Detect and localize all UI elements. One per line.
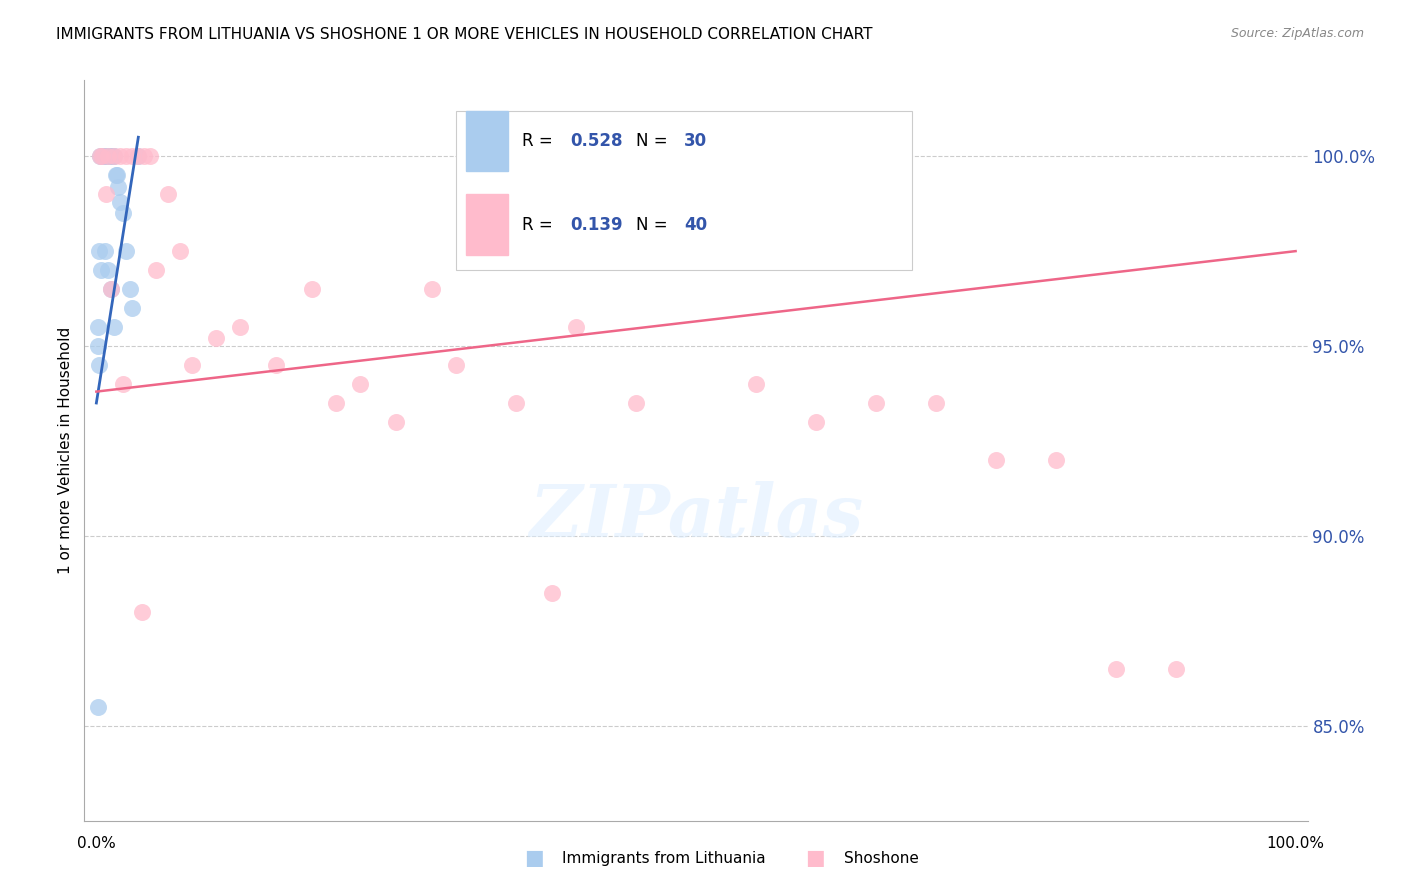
Point — [100, 149, 122, 163]
Point — [96, 149, 118, 163]
Point — [1105, 662, 1128, 676]
Point — [127, 149, 149, 163]
Text: 100.0%: 100.0% — [1267, 836, 1324, 851]
Point — [103, 320, 125, 334]
Text: ■: ■ — [524, 848, 544, 868]
Point — [111, 377, 134, 392]
Text: ■: ■ — [806, 848, 825, 868]
Point — [925, 396, 948, 410]
Point — [93, 149, 115, 163]
Point — [86, 699, 108, 714]
Point — [169, 244, 191, 259]
Text: IMMIGRANTS FROM LITHUANIA VS SHOSHONE 1 OR MORE VEHICLES IN HOUSEHOLD CORRELATIO: IMMIGRANTS FROM LITHUANIA VS SHOSHONE 1 … — [56, 27, 873, 42]
Point — [97, 149, 120, 163]
Text: Shoshone: Shoshone — [844, 851, 918, 865]
Point — [349, 377, 371, 392]
Point — [115, 149, 138, 163]
Point — [87, 244, 110, 259]
Point — [91, 149, 114, 163]
Text: Immigrants from Lithuania: Immigrants from Lithuania — [562, 851, 766, 865]
Point — [105, 168, 128, 182]
Text: 40: 40 — [683, 216, 707, 234]
Point — [89, 149, 111, 163]
Point — [101, 149, 124, 163]
Point — [444, 358, 467, 372]
Point — [103, 149, 125, 163]
Point — [505, 396, 527, 410]
Point — [101, 149, 124, 163]
Text: ZIPatlas: ZIPatlas — [529, 482, 863, 552]
Point — [984, 453, 1007, 467]
Point — [98, 149, 121, 163]
Text: R =: R = — [522, 216, 558, 234]
Point — [139, 149, 162, 163]
Point — [229, 320, 252, 334]
Point — [97, 263, 120, 277]
Point — [745, 377, 768, 392]
Text: 0.0%: 0.0% — [77, 836, 115, 851]
Bar — [465, 111, 508, 171]
Point — [134, 149, 156, 163]
Point — [94, 187, 117, 202]
Point — [94, 149, 117, 163]
Point — [107, 179, 129, 194]
Point — [104, 168, 127, 182]
Point — [86, 320, 108, 334]
Point — [325, 396, 347, 410]
Point — [541, 586, 564, 600]
Text: 30: 30 — [683, 132, 707, 150]
Point — [157, 187, 180, 202]
Point — [1164, 662, 1187, 676]
Point — [97, 149, 120, 163]
Text: 0.528: 0.528 — [569, 132, 623, 150]
Point — [110, 194, 132, 209]
Bar — [456, 111, 912, 270]
Point — [131, 605, 153, 619]
Text: N =: N = — [636, 132, 673, 150]
Point — [205, 331, 228, 345]
Point — [804, 415, 827, 429]
Point — [121, 301, 143, 315]
Point — [121, 149, 143, 163]
Point — [89, 149, 111, 163]
Y-axis label: 1 or more Vehicles in Household: 1 or more Vehicles in Household — [58, 326, 73, 574]
Point — [103, 149, 125, 163]
Point — [181, 358, 204, 372]
Point — [87, 358, 110, 372]
Text: R =: R = — [522, 132, 558, 150]
Point — [90, 263, 112, 277]
Point — [118, 282, 141, 296]
Point — [87, 339, 110, 353]
Text: 0.139: 0.139 — [569, 216, 623, 234]
Point — [91, 149, 114, 163]
Point — [301, 282, 323, 296]
Text: Source: ZipAtlas.com: Source: ZipAtlas.com — [1230, 27, 1364, 40]
Point — [111, 206, 134, 220]
Bar — [465, 194, 508, 255]
Point — [145, 263, 167, 277]
Point — [685, 130, 707, 145]
Point — [127, 149, 149, 163]
Point — [100, 282, 122, 296]
Point — [115, 244, 138, 259]
Point — [110, 149, 132, 163]
Point — [385, 415, 408, 429]
Point — [420, 282, 443, 296]
Point — [264, 358, 287, 372]
Point — [1045, 453, 1067, 467]
Point — [100, 282, 122, 296]
Point — [93, 244, 117, 259]
Point — [865, 396, 887, 410]
Text: N =: N = — [636, 216, 673, 234]
Point — [565, 320, 588, 334]
Point — [624, 396, 647, 410]
